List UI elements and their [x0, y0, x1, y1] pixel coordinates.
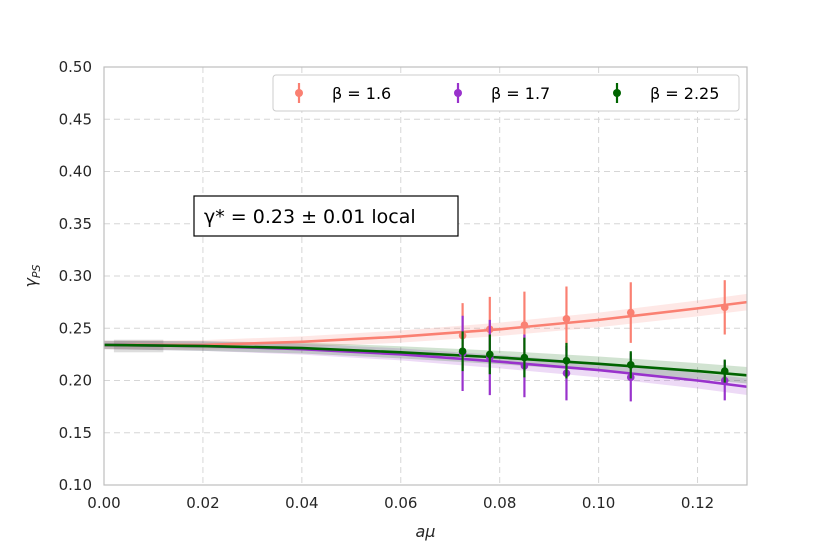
data-point — [458, 347, 467, 356]
data-points — [458, 280, 729, 402]
x-axis-label: aμ — [416, 522, 436, 541]
legend-label: β = 1.6 — [332, 84, 391, 103]
legend-marker-dot — [454, 89, 462, 97]
legend-marker-dot — [613, 89, 621, 97]
legend: β = 1.6 β = 1.7 β = 2.25 — [272, 74, 740, 112]
x-tick-label: 0.10 — [582, 494, 615, 512]
data-point — [626, 308, 635, 317]
plot-frame — [103, 66, 748, 486]
y-tick-label: 0.45 — [59, 110, 92, 128]
fit-result-annotation: γ* = 0.23 ± 0.01 local — [193, 195, 459, 237]
y-axis-label-subscript: PS — [30, 264, 43, 278]
y-tick-label: 0.35 — [59, 215, 92, 233]
data-point — [520, 321, 529, 329]
annotation-text: γ* = 0.23 ± 0.01 local — [204, 206, 416, 228]
legend-label: β = 2.25 — [650, 84, 719, 103]
legend-label: β = 1.7 — [491, 84, 550, 103]
legend-marker-dot — [295, 89, 303, 97]
y-tick-label: 0.20 — [59, 372, 92, 390]
x-tick-label: 0.12 — [681, 494, 714, 512]
x-tick-label: 0.06 — [384, 494, 417, 512]
y-tick-label: 0.30 — [59, 267, 92, 285]
x-tick-label: 0.00 — [87, 494, 120, 512]
fit-band-series-2 — [104, 340, 747, 384]
y-tick-label: 0.25 — [59, 319, 92, 337]
y-tick-label: 0.40 — [59, 163, 92, 181]
fit-line-series-0 — [104, 300, 748, 347]
data-point — [486, 350, 494, 359]
fit-line-series-2 — [103, 343, 748, 377]
grid — [104, 67, 747, 485]
data-point — [520, 353, 529, 362]
data-point — [720, 367, 729, 375]
x-tick-label: 0.08 — [483, 494, 516, 512]
data-point — [626, 361, 635, 369]
data-point — [562, 315, 571, 323]
fit-lines — [103, 300, 748, 389]
x-tick-label: 0.02 — [186, 494, 219, 512]
legend-box — [272, 74, 740, 112]
data-point — [562, 356, 571, 365]
y-tick-label: 0.15 — [59, 424, 92, 442]
annotation-box — [193, 195, 459, 237]
y-tick-label: 0.50 — [59, 58, 92, 76]
tick-labels: 0.00 0.02 0.04 0.06 0.08 0.10 0.12 0.10 0.15 0.20… — [59, 58, 715, 512]
y-axis-label: γPS — [21, 264, 43, 287]
data-point — [720, 303, 729, 312]
y-axis-label-symbol: γ — [21, 277, 40, 288]
x-tick-label: 0.04 — [285, 494, 318, 512]
y-tick-label: 0.10 — [59, 476, 92, 494]
